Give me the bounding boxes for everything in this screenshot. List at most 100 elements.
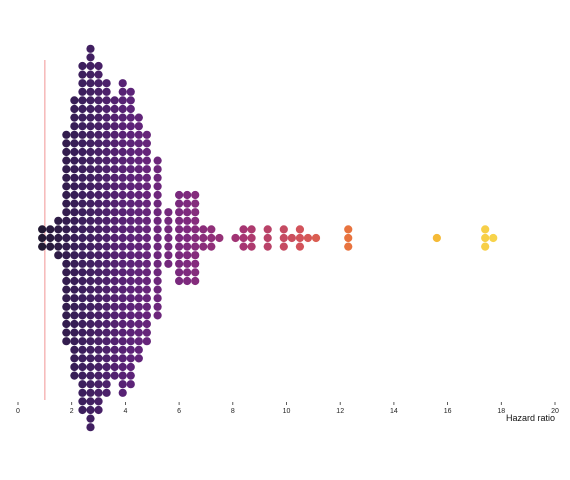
data-point [94, 104, 103, 114]
data-point [118, 371, 127, 380]
data-point [78, 96, 87, 105]
data-point [102, 259, 111, 268]
data-point [94, 311, 103, 320]
data-point [94, 354, 103, 363]
data-point [279, 242, 288, 251]
data-point [86, 259, 95, 268]
data-point [62, 268, 71, 277]
data-point [207, 225, 216, 234]
data-point [78, 371, 87, 380]
data-point [94, 139, 103, 148]
data-point [183, 276, 192, 286]
data-point [70, 139, 79, 148]
data-point [481, 225, 490, 234]
data-point [78, 397, 87, 406]
data-point [54, 233, 63, 243]
data-point [38, 233, 47, 243]
data-point [134, 199, 143, 208]
data-point [62, 182, 71, 191]
data-point [126, 199, 135, 208]
data-point [183, 259, 192, 268]
data-point [199, 242, 208, 251]
data-point [191, 208, 200, 217]
data-point [142, 190, 151, 200]
data-point [142, 182, 151, 191]
data-point [70, 147, 79, 157]
data-point [142, 225, 151, 234]
data-point [183, 190, 192, 200]
data-point [94, 190, 103, 200]
data-point [70, 354, 79, 363]
data-point [62, 216, 71, 225]
data-point [134, 139, 143, 148]
data-point [247, 233, 256, 243]
data-point [134, 319, 143, 329]
data-point [62, 199, 71, 208]
data-point [78, 388, 87, 397]
data-point [78, 87, 87, 96]
data-point [134, 259, 143, 268]
data-point [102, 113, 111, 122]
data-point [191, 268, 200, 277]
data-point [86, 337, 95, 346]
data-point [110, 156, 119, 165]
data-point [175, 225, 184, 234]
data-point [183, 268, 192, 277]
data-point [183, 199, 192, 208]
data-point [102, 337, 111, 346]
data-point [94, 122, 103, 131]
data-point [102, 122, 111, 131]
data-point [70, 113, 79, 122]
data-point [199, 225, 208, 234]
data-point [94, 294, 103, 303]
data-point [344, 233, 353, 243]
data-point [86, 397, 95, 406]
x-tick-label: 2 [70, 408, 74, 415]
data-point [153, 285, 162, 294]
data-point [102, 388, 111, 397]
x-tick-label: 18 [497, 408, 505, 415]
data-point [102, 130, 111, 139]
data-point [118, 156, 127, 165]
data-point [110, 294, 119, 303]
data-point [134, 302, 143, 311]
data-point [62, 165, 71, 174]
data-point [239, 242, 248, 251]
x-tick-label: 20 [551, 408, 559, 415]
data-point [110, 311, 119, 320]
data-point [94, 319, 103, 329]
data-point [86, 328, 95, 337]
data-point [94, 165, 103, 174]
data-point [86, 354, 95, 363]
data-point [110, 208, 119, 217]
data-point [70, 182, 79, 191]
data-point [110, 319, 119, 329]
data-point [164, 233, 173, 243]
data-point [287, 233, 296, 243]
data-point [86, 423, 95, 432]
x-tick-label: 16 [444, 408, 452, 415]
data-point [78, 242, 87, 251]
data-point [110, 362, 119, 372]
data-point [183, 225, 192, 234]
data-point [134, 328, 143, 337]
data-point [126, 173, 135, 182]
data-point [153, 156, 162, 165]
data-point [102, 268, 111, 277]
data-point [126, 319, 135, 329]
data-point [153, 259, 162, 268]
data-point [38, 225, 47, 234]
data-point [126, 165, 135, 174]
data-point [86, 276, 95, 286]
data-point [86, 53, 95, 62]
data-point [70, 294, 79, 303]
data-point [134, 156, 143, 165]
data-point [153, 182, 162, 191]
data-point [86, 104, 95, 114]
data-point [279, 225, 288, 234]
data-point [153, 165, 162, 174]
data-point [110, 259, 119, 268]
data-point [102, 216, 111, 225]
data-point [118, 311, 127, 320]
